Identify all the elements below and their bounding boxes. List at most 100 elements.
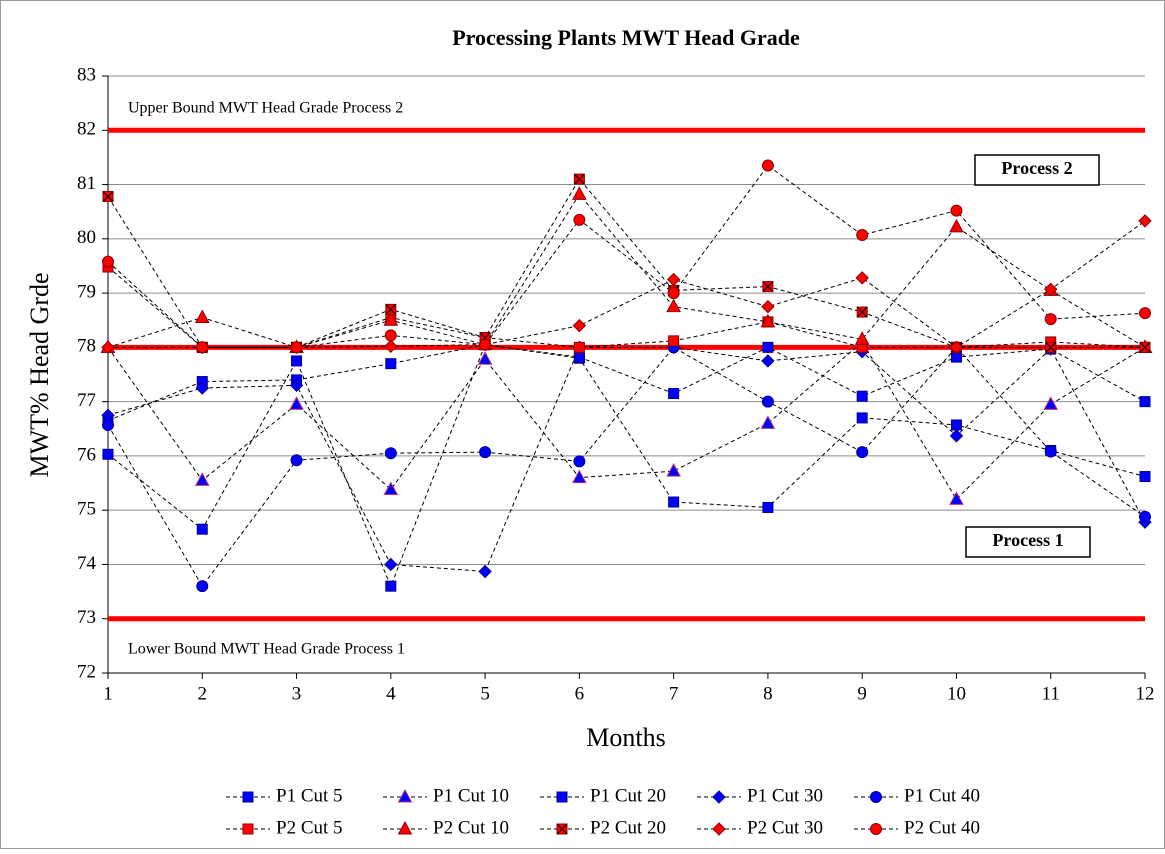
marker xyxy=(712,790,726,804)
marker xyxy=(383,312,399,326)
y-tick-label: 74 xyxy=(77,553,97,574)
marker xyxy=(556,791,568,803)
marker xyxy=(384,557,398,572)
legend-item: P2 Cut 30 xyxy=(697,817,823,838)
marker xyxy=(479,446,492,459)
marker xyxy=(854,331,870,345)
marker xyxy=(760,415,776,429)
marker xyxy=(101,340,115,355)
y-tick-label: 83 xyxy=(77,64,96,85)
marker xyxy=(572,186,587,200)
y-tick-label: 77 xyxy=(77,390,96,411)
marker-cross xyxy=(385,303,397,315)
legend-item: P1 Cut 10 xyxy=(383,785,509,806)
marker xyxy=(290,454,303,467)
marker xyxy=(385,358,397,370)
x-tick-label: 10 xyxy=(947,683,966,704)
marker xyxy=(196,580,209,593)
marker xyxy=(572,318,587,333)
marker-cross xyxy=(1139,341,1151,353)
marker xyxy=(291,355,303,367)
marker xyxy=(762,341,774,353)
marker xyxy=(856,229,869,242)
annotation-box xyxy=(974,154,1100,186)
marker xyxy=(290,341,303,354)
annotation: Process 2 xyxy=(1001,158,1072,178)
marker xyxy=(1139,307,1151,320)
marker-cross xyxy=(102,190,114,203)
legend-label: P1 Cut 10 xyxy=(433,785,509,806)
y-tick-label: 72 xyxy=(77,661,96,682)
marker xyxy=(102,418,114,431)
y-tick-label: 81 xyxy=(77,173,96,194)
marker xyxy=(666,463,681,477)
marker xyxy=(1139,396,1151,408)
marker xyxy=(397,788,413,803)
marker xyxy=(384,447,397,460)
marker xyxy=(573,455,586,468)
legend-item: P2 Cut 5 xyxy=(226,817,343,838)
marker xyxy=(761,299,775,314)
chart-title: Processing Plants MWT Head Grade xyxy=(452,25,800,50)
marker xyxy=(870,823,882,835)
series-line xyxy=(107,344,1146,422)
marker xyxy=(194,309,210,324)
y-tick-label: 76 xyxy=(77,444,96,465)
series-line xyxy=(107,164,1146,348)
marker xyxy=(950,419,962,431)
legend-label: P1 Cut 40 xyxy=(904,785,980,806)
x-tick-label: 2 xyxy=(198,683,208,704)
marker xyxy=(289,396,304,410)
marker xyxy=(761,159,774,172)
annotation-box xyxy=(965,526,1091,558)
legend-item: P2 Cut 10 xyxy=(383,817,509,838)
marker xyxy=(383,481,399,496)
legend-item: P1 Cut 30 xyxy=(697,785,823,806)
marker xyxy=(1139,471,1151,483)
annotation: Lower Bound MWT Head Grade Process 1 xyxy=(128,641,405,658)
legend-item: P1 Cut 5 xyxy=(226,785,343,806)
x-tick-label: 8 xyxy=(763,683,773,704)
legend-label: P2 Cut 5 xyxy=(276,817,343,838)
marker xyxy=(195,381,209,395)
marker xyxy=(761,395,774,408)
marker xyxy=(668,387,680,399)
series-line xyxy=(107,346,1146,588)
legend-item: P1 Cut 40 xyxy=(854,785,980,806)
marker xyxy=(477,351,493,365)
y-tick-label: 82 xyxy=(77,119,96,140)
annotation: Upper Bound MWT Head Grade Process 2 xyxy=(128,100,403,117)
series-line xyxy=(107,266,1146,348)
marker xyxy=(573,213,586,226)
y-tick-label: 73 xyxy=(77,607,96,628)
marker xyxy=(384,339,398,353)
marker xyxy=(667,287,680,300)
marker xyxy=(1044,282,1058,296)
annotation: Process 1 xyxy=(992,530,1063,550)
marker xyxy=(855,271,869,285)
marker xyxy=(1043,396,1059,410)
marker xyxy=(950,204,963,217)
marker xyxy=(1044,445,1057,458)
x-tick-label: 5 xyxy=(480,683,490,704)
y-tick-label: 80 xyxy=(77,227,96,248)
series-line xyxy=(107,193,1146,348)
marker xyxy=(478,564,492,579)
legend-label: P2 Cut 30 xyxy=(747,817,823,838)
marker xyxy=(385,580,397,592)
marker xyxy=(666,298,681,313)
x-tick-label: 7 xyxy=(669,683,679,704)
marker xyxy=(397,820,413,835)
marker-cross xyxy=(1045,341,1057,353)
x-axis-label: Months xyxy=(586,723,665,752)
marker xyxy=(949,429,964,443)
marker xyxy=(1139,510,1151,523)
x-tick-label: 12 xyxy=(1136,683,1155,704)
marker-cross xyxy=(762,281,774,293)
marker xyxy=(760,313,776,328)
series-line xyxy=(107,178,1145,348)
marker xyxy=(194,472,210,486)
series-line xyxy=(107,341,1146,501)
marker xyxy=(102,255,114,268)
